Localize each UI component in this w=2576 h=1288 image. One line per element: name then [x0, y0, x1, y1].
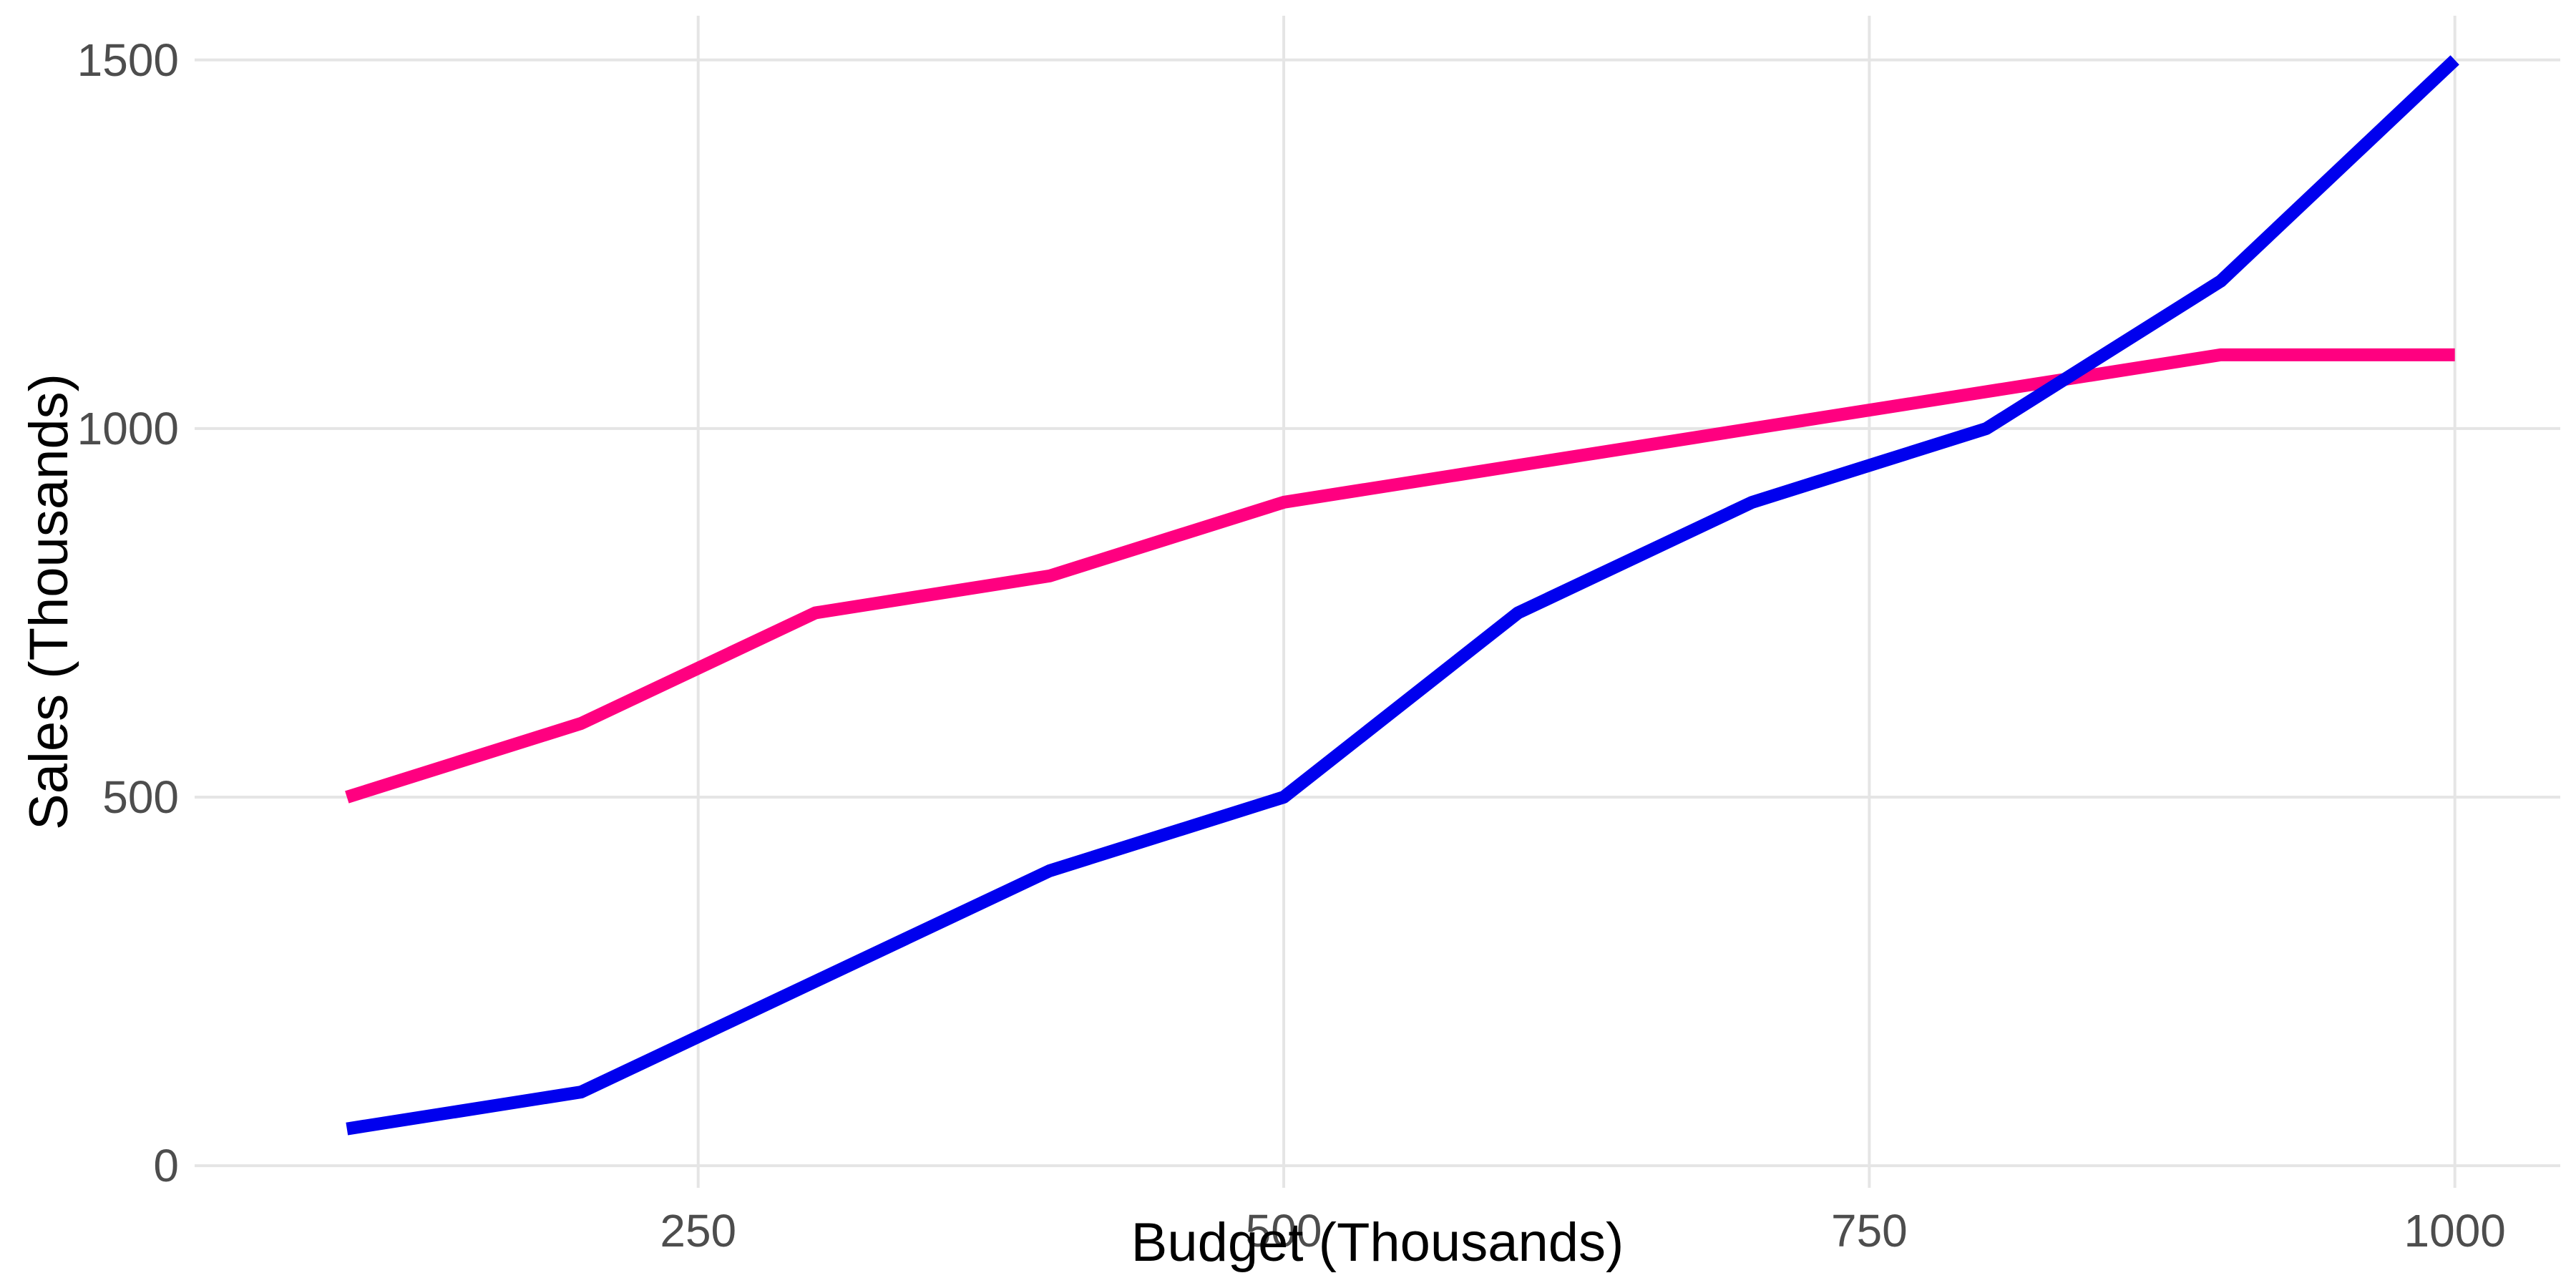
y-axis-title: Sales (Thousands) — [19, 374, 79, 830]
x-tick-label: 750 — [1831, 1205, 1908, 1257]
x-gridlines — [696, 16, 2457, 1188]
series-line-1 — [345, 348, 2455, 804]
y-tick-label: 0 — [153, 1140, 179, 1191]
series-layer — [345, 55, 2459, 1136]
series-line-2 — [346, 55, 2459, 1136]
x-tick-labels: 250 500 750 1000 — [660, 1205, 2506, 1257]
y-tick-label: 1500 — [77, 34, 179, 86]
y-gridlines — [195, 58, 2560, 1168]
x-axis-title: Budget (Thousands) — [1131, 1212, 1624, 1273]
y-tick-labels: 0 500 1000 1500 — [77, 34, 179, 1191]
y-tick-label: 1000 — [77, 403, 179, 454]
y-tick-label: 500 — [102, 771, 179, 823]
x-tick-label: 500 — [1246, 1205, 1322, 1257]
x-tick-label: 1000 — [2404, 1205, 2506, 1257]
x-tick-label: 250 — [660, 1205, 736, 1257]
